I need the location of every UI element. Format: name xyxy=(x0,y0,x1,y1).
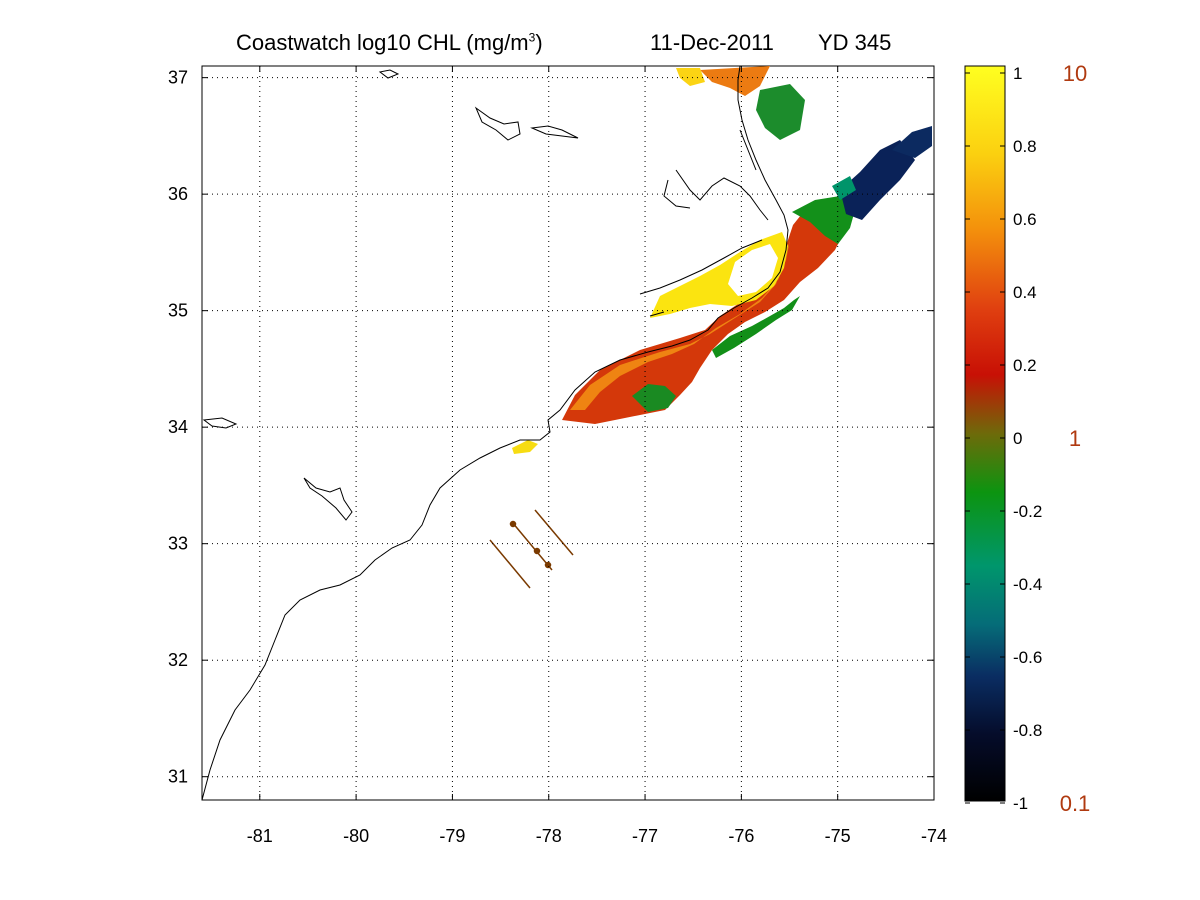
x-tick-label: -78 xyxy=(536,826,562,846)
colorbar-tick-label: -0.4 xyxy=(1013,575,1042,594)
chl-white-saturated xyxy=(728,244,778,296)
x-tick-label: -75 xyxy=(825,826,851,846)
pamlico-outline xyxy=(639,239,763,317)
year-day-label: YD 345 xyxy=(818,30,892,55)
chl-top-orange xyxy=(700,66,770,96)
x-axis: -81 -80 -79 -78 -77 -76 -75 -74 xyxy=(247,66,947,846)
colorbar-tick-label: 0 xyxy=(1013,429,1022,448)
y-axis: 37 36 35 34 33 32 31 xyxy=(168,68,934,787)
ship-tracks xyxy=(489,509,574,589)
colorbar-ticks: 1 0.8 0.6 0.4 0.2 0 -0.2 -0.4 -0.6 -0.8 -1 xyxy=(965,64,1042,813)
y-tick-label: 37 xyxy=(168,68,188,88)
colorbar-linear-labels: 10 1 0.1 xyxy=(1060,61,1091,816)
y-tick-label: 31 xyxy=(168,767,188,787)
colorbar-tick-label: 0.8 xyxy=(1013,137,1037,156)
map-date: 11-Dec-2011 xyxy=(650,30,774,55)
chl-top-yellow xyxy=(676,68,705,86)
chl-yellow-inlet xyxy=(512,440,538,454)
colorbar-linear-label: 1 xyxy=(1069,426,1081,451)
chl-dark-blue-north xyxy=(840,140,915,220)
colorbar-tick-label: -1 xyxy=(1013,794,1028,813)
y-tick-label: 35 xyxy=(168,301,188,321)
inland-lake-5 xyxy=(202,417,238,429)
map-title: Coastwatch log10 CHL (mg/m3) xyxy=(236,30,543,55)
colorbar-tick-label: 0.2 xyxy=(1013,356,1037,375)
inland-lake-1 xyxy=(474,106,521,141)
colorbar-tick-label: 0.6 xyxy=(1013,210,1037,229)
inland-lake-3 xyxy=(378,69,400,79)
coastline xyxy=(202,66,789,800)
inland-waterway-north xyxy=(663,129,769,221)
colorbar-linear-label: 10 xyxy=(1063,61,1087,86)
chl-green-patch xyxy=(632,384,676,412)
x-tick-label: -77 xyxy=(632,826,658,846)
colorbar-tick-label: -0.8 xyxy=(1013,721,1042,740)
chl-top-green-speckle xyxy=(756,84,805,140)
x-tick-label: -79 xyxy=(439,826,465,846)
plot-frame xyxy=(201,65,935,801)
colorbar-tick-label: -0.6 xyxy=(1013,648,1042,667)
colorbar-tick-label: 1 xyxy=(1013,64,1022,83)
chl-orange-band xyxy=(570,240,790,410)
y-tick-label: 36 xyxy=(168,184,188,204)
chl-green-offshore xyxy=(712,296,800,358)
colorbar-tick-label: -0.2 xyxy=(1013,502,1042,521)
y-tick-label: 34 xyxy=(168,417,188,437)
x-tick-label: -80 xyxy=(343,826,369,846)
map-grid xyxy=(202,66,935,800)
x-tick-label: -81 xyxy=(247,826,273,846)
y-tick-label: 33 xyxy=(168,534,188,554)
data-layer xyxy=(202,66,932,800)
inland-lake-4 xyxy=(303,477,353,521)
colorbar-tick-label: 0.4 xyxy=(1013,283,1037,302)
x-tick-label: -74 xyxy=(921,826,947,846)
colorbar xyxy=(964,65,1006,802)
colorbar-linear-label: 0.1 xyxy=(1060,791,1091,816)
chl-green-north xyxy=(792,196,855,244)
y-tick-label: 32 xyxy=(168,650,188,670)
chl-dark-blue-strip xyxy=(892,126,932,158)
x-tick-label: -76 xyxy=(728,826,754,846)
inland-lake-2 xyxy=(530,125,579,139)
